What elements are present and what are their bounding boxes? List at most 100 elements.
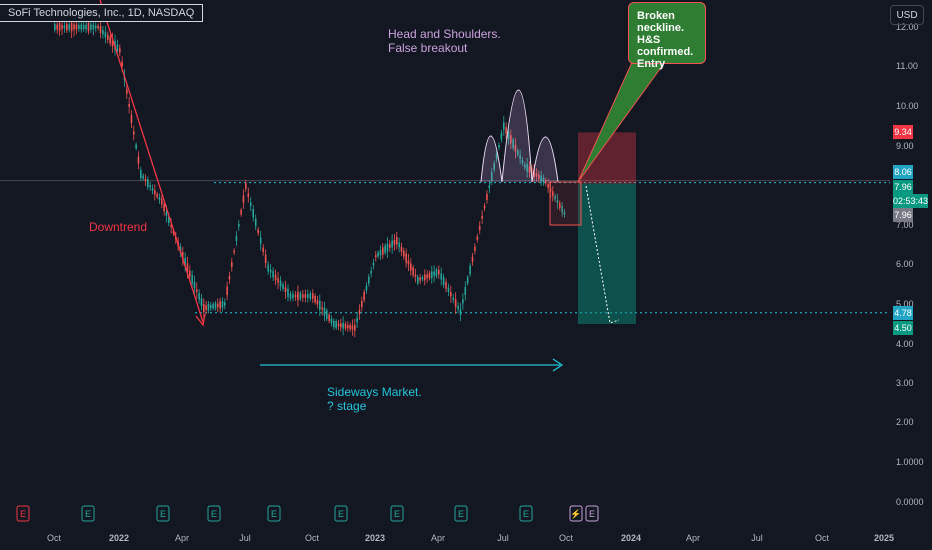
- candle: [512, 139, 514, 149]
- x-tick-label: 2023: [365, 533, 385, 543]
- candle: [269, 269, 272, 273]
- candle: [184, 257, 186, 267]
- countdown-label: 02:53:43: [893, 194, 929, 208]
- x-tick-label: Apr: [431, 533, 445, 543]
- candle: [533, 169, 535, 177]
- candle: [375, 255, 377, 258]
- x-tick-label: 2022: [109, 533, 129, 543]
- currency-button[interactable]: USD: [890, 5, 924, 25]
- earnings-marker: [519, 505, 533, 522]
- candle: [498, 145, 500, 148]
- candle: [424, 274, 426, 281]
- candle: [277, 278, 279, 283]
- candle: [545, 180, 547, 184]
- candle: [454, 299, 457, 308]
- candle: [500, 132, 503, 140]
- candle: [368, 276, 370, 284]
- candle: [68, 24, 71, 30]
- candle: [205, 305, 207, 310]
- earnings-marker-label: E: [394, 509, 400, 519]
- earnings-marker-label: ⚡: [570, 508, 581, 520]
- candle: [99, 26, 102, 33]
- candle: [78, 25, 80, 29]
- candle: [372, 262, 375, 266]
- candle: [419, 277, 421, 281]
- candle: [398, 242, 400, 248]
- candle: [182, 252, 184, 261]
- candle: [231, 262, 233, 268]
- candle: [137, 156, 140, 164]
- candle: [147, 179, 149, 188]
- candle: [61, 25, 63, 29]
- candle: [66, 23, 68, 31]
- sideways-arrowhead: [552, 358, 564, 372]
- candle: [189, 270, 191, 277]
- candle: [365, 285, 368, 291]
- candle: [476, 236, 479, 240]
- candle: [358, 310, 361, 314]
- x-tick-label: 2025: [874, 533, 894, 543]
- last-price-label: 7.96: [893, 180, 913, 194]
- candle: [330, 318, 333, 324]
- candle: [56, 24, 59, 30]
- earnings-marker: [569, 505, 583, 522]
- candle: [196, 289, 198, 292]
- candle: [445, 281, 447, 289]
- candle: [421, 277, 424, 280]
- candle: [321, 307, 323, 310]
- candle: [503, 122, 505, 130]
- candle: [552, 191, 554, 197]
- candle: [319, 300, 321, 310]
- candle: [396, 236, 398, 245]
- candle: [203, 303, 205, 313]
- candle: [459, 309, 462, 315]
- y-tick-label: 0.0000: [896, 497, 924, 507]
- candle: [97, 25, 99, 29]
- head-and-shoulders-pattern: [480, 89, 559, 183]
- candle: [495, 153, 498, 160]
- entry-box: [549, 181, 582, 226]
- candle: [464, 287, 467, 295]
- sideways-label: Sideways Market. ? stage: [327, 385, 422, 413]
- candle: [133, 131, 135, 135]
- candle: [382, 247, 384, 255]
- candle: [226, 286, 228, 296]
- candle: [302, 294, 304, 298]
- candle: [238, 223, 240, 227]
- candle: [284, 287, 287, 293]
- candle: [193, 281, 196, 289]
- candle: [412, 267, 414, 276]
- y-tick-label: 2.00: [896, 417, 914, 427]
- candle: [547, 183, 549, 188]
- candle: [391, 240, 393, 248]
- earnings-marker-label: E: [523, 509, 529, 519]
- candle: [323, 307, 326, 316]
- candle: [490, 172, 493, 182]
- candle: [426, 274, 428, 279]
- candle: [165, 211, 168, 216]
- candle: [403, 250, 405, 257]
- candle: [349, 324, 351, 330]
- candle: [335, 320, 337, 328]
- candle: [519, 155, 521, 160]
- earnings-marker-label: E: [211, 509, 217, 519]
- candle: [90, 24, 92, 30]
- y-tick-label: 10.00: [896, 101, 919, 111]
- candle: [433, 271, 435, 276]
- earnings-marker: [16, 505, 30, 522]
- downtrend-arrowhead: [195, 313, 206, 327]
- candle: [128, 104, 130, 107]
- candle: [559, 202, 561, 208]
- x-tick-label: 2024: [621, 533, 641, 543]
- candle: [106, 34, 109, 40]
- candle: [524, 164, 526, 168]
- candle: [252, 209, 255, 218]
- candle: [292, 293, 294, 299]
- candle: [351, 325, 354, 330]
- candle: [417, 276, 419, 284]
- candle: [247, 193, 250, 197]
- x-tick-label: Oct: [305, 533, 320, 543]
- take-profit-zone: [578, 183, 636, 324]
- candle: [526, 163, 528, 172]
